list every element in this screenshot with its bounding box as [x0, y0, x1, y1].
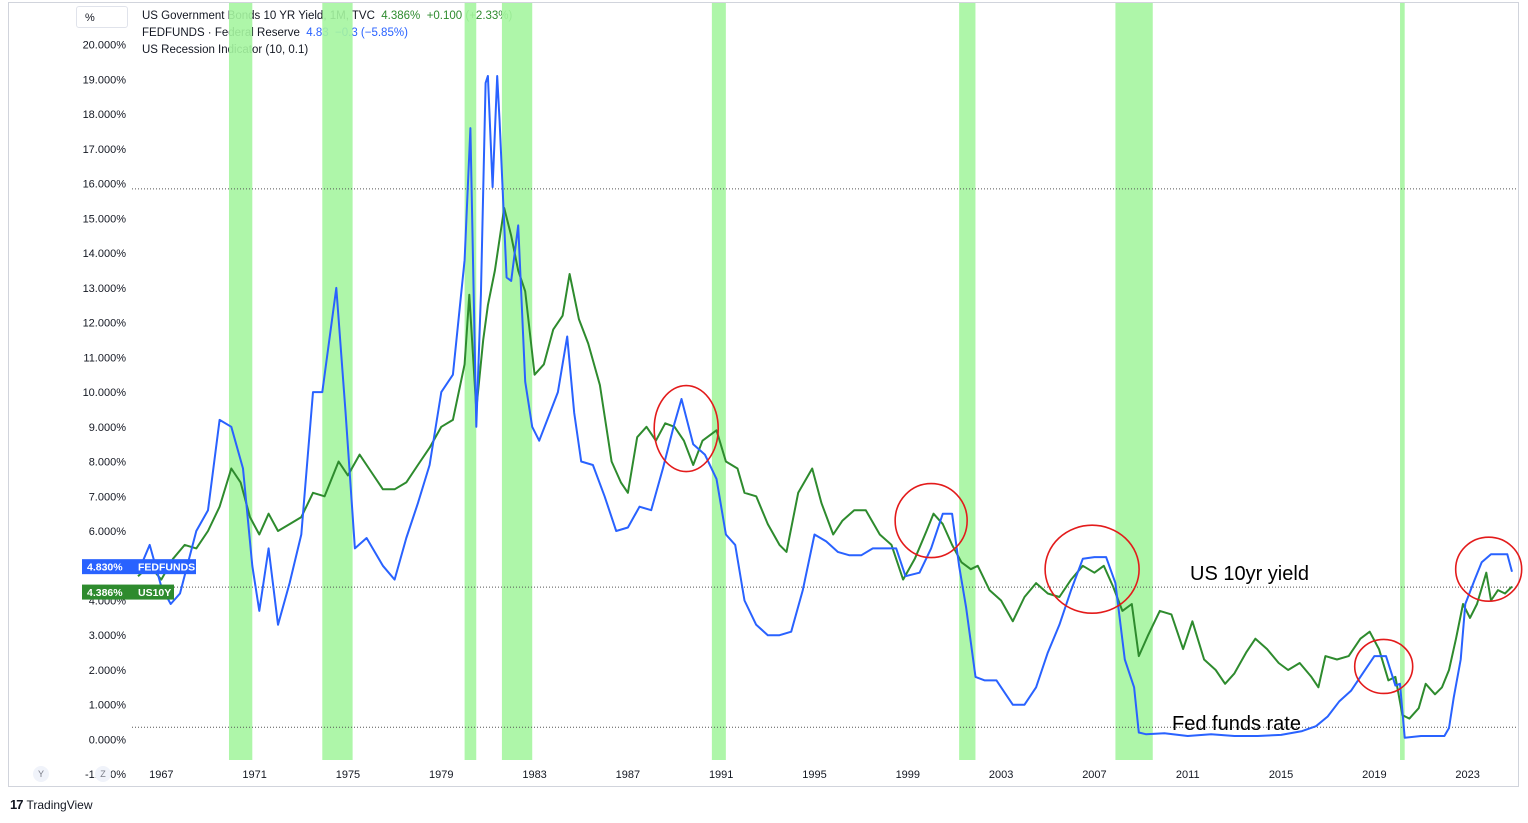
price-tag-value-bg — [82, 559, 134, 575]
series-line-fedfunds — [137, 75, 1513, 739]
legend-name-fedfunds: FEDFUNDS · Federal Reserve — [142, 27, 300, 39]
reference-lines — [132, 188, 1518, 728]
y-tick-label: 9.000% — [89, 422, 127, 434]
y-tick-label: 16.000% — [83, 179, 127, 191]
y-tick-label: 0.000% — [89, 734, 127, 746]
y-tick-label: 1.000% — [89, 700, 127, 712]
x-tick-label: 1979 — [429, 769, 453, 781]
tradingview-logo-icon: 17 — [10, 797, 24, 812]
chart-legend: US Government Bonds 10 YR Yield, 1M, TVC… — [142, 8, 512, 59]
y-tick-label: 6.000% — [89, 526, 127, 538]
recession-band — [959, 3, 976, 760]
price-tag-label-bg — [134, 559, 196, 575]
y-tick-label: 15.000% — [83, 213, 127, 225]
highlight-circle — [1044, 524, 1140, 615]
x-tick-label: 1991 — [709, 769, 733, 781]
y-tick-label: 14.000% — [83, 248, 127, 260]
x-tick-label: 1995 — [802, 769, 826, 781]
x-tick-label: 1971 — [242, 769, 266, 781]
price-tags: 4.830% FEDFUNDS 4.386% US10Y — [82, 559, 196, 600]
legend-change-fedfunds: −0.3 (−5.85%) — [335, 27, 408, 39]
annotation-us10y: US 10yr yield — [1190, 563, 1309, 585]
y-tick-label: 19.000% — [83, 74, 127, 86]
percent-scale-button[interactable]: Z — [95, 766, 111, 782]
price-tag-value: 4.386% — [87, 587, 123, 599]
legend-row-us10y[interactable]: US Government Bonds 10 YR Yield, 1M, TVC… — [142, 8, 512, 25]
price-tag-label-bg — [134, 584, 174, 600]
brand-name: TradingView — [26, 797, 93, 812]
highlight-circle — [1454, 536, 1523, 603]
y-tick-label: 20.000% — [83, 40, 127, 52]
x-tick-label: 1999 — [896, 769, 920, 781]
annotation-fedfunds: Fed funds rate — [1172, 713, 1301, 735]
y-tick-label: 11.000% — [83, 352, 126, 364]
chart-frame — [8, 2, 1519, 787]
highlight-circle — [894, 482, 968, 559]
y-axis: -1.000%0.000%1.000%2.000%3.000%4.000%5.0… — [83, 40, 127, 781]
recession-band — [501, 3, 533, 760]
y-tick-label: 2.000% — [89, 665, 127, 677]
log-scale-button[interactable]: Y — [33, 766, 49, 782]
x-tick-label: 2015 — [1269, 769, 1293, 781]
y-tick-label: 10.000% — [83, 387, 127, 399]
series-lines — [137, 75, 1513, 739]
recession-band — [464, 3, 477, 760]
legend-value-us10y: 4.386% — [381, 10, 421, 22]
y-tick-label: 3.000% — [89, 630, 127, 642]
unit-selector[interactable]: % — [76, 6, 128, 28]
y-tick-label: 8.000% — [89, 457, 127, 469]
price-tag-label: US10Y — [138, 587, 171, 599]
highlight-circle — [653, 384, 720, 473]
x-axis: 1967 1971 1975 1979 1983 1987 1991 1995 1999 2003… — [149, 769, 1480, 781]
y-tick-label: 7.000% — [89, 491, 127, 503]
x-tick-label: 2003 — [989, 769, 1013, 781]
x-tick-label: 1987 — [616, 769, 640, 781]
y-tick-label: 12.000% — [83, 318, 127, 330]
x-tick-label: 2011 — [1176, 769, 1200, 781]
x-tick-label: 1975 — [336, 769, 360, 781]
price-tag-value: 4.830% — [87, 562, 123, 574]
highlight-circles — [653, 384, 1523, 695]
chart-svg[interactable]: -1.000%0.000%1.000%2.000%3.000%4.000%5.0… — [0, 0, 1528, 790]
recession-band — [228, 3, 253, 760]
x-tick-label: 1967 — [149, 769, 173, 781]
unit-label: % — [85, 12, 95, 24]
recession-band — [1115, 3, 1153, 760]
x-tick-label: 2019 — [1362, 769, 1386, 781]
x-tick-label: 1983 — [522, 769, 546, 781]
recession-band — [711, 3, 726, 760]
recession-band — [1400, 3, 1405, 760]
y-tick-label: 13.000% — [83, 283, 127, 295]
series-line-us10y — [137, 207, 1513, 720]
highlight-circle — [1353, 638, 1414, 695]
recession-bands — [228, 3, 1405, 760]
legend-name-recession: US Recession Indicator (10, 0.1) — [142, 44, 309, 56]
legend-row-recession[interactable]: US Recession Indicator (10, 0.1) — [142, 42, 512, 59]
x-tick-label: 2023 — [1455, 769, 1479, 781]
price-tag-label: FEDFUNDS — [138, 562, 195, 574]
x-tick-label: 2007 — [1082, 769, 1106, 781]
footer[interactable]: 17 TradingView — [10, 797, 93, 812]
price-tag-value-bg — [82, 584, 134, 600]
legend-name-us10y: US Government Bonds 10 YR Yield, 1M, TVC — [142, 10, 375, 22]
recession-band — [322, 3, 353, 760]
y-tick-label: 18.000% — [83, 109, 127, 121]
y-tick-label: 17.000% — [83, 144, 127, 156]
